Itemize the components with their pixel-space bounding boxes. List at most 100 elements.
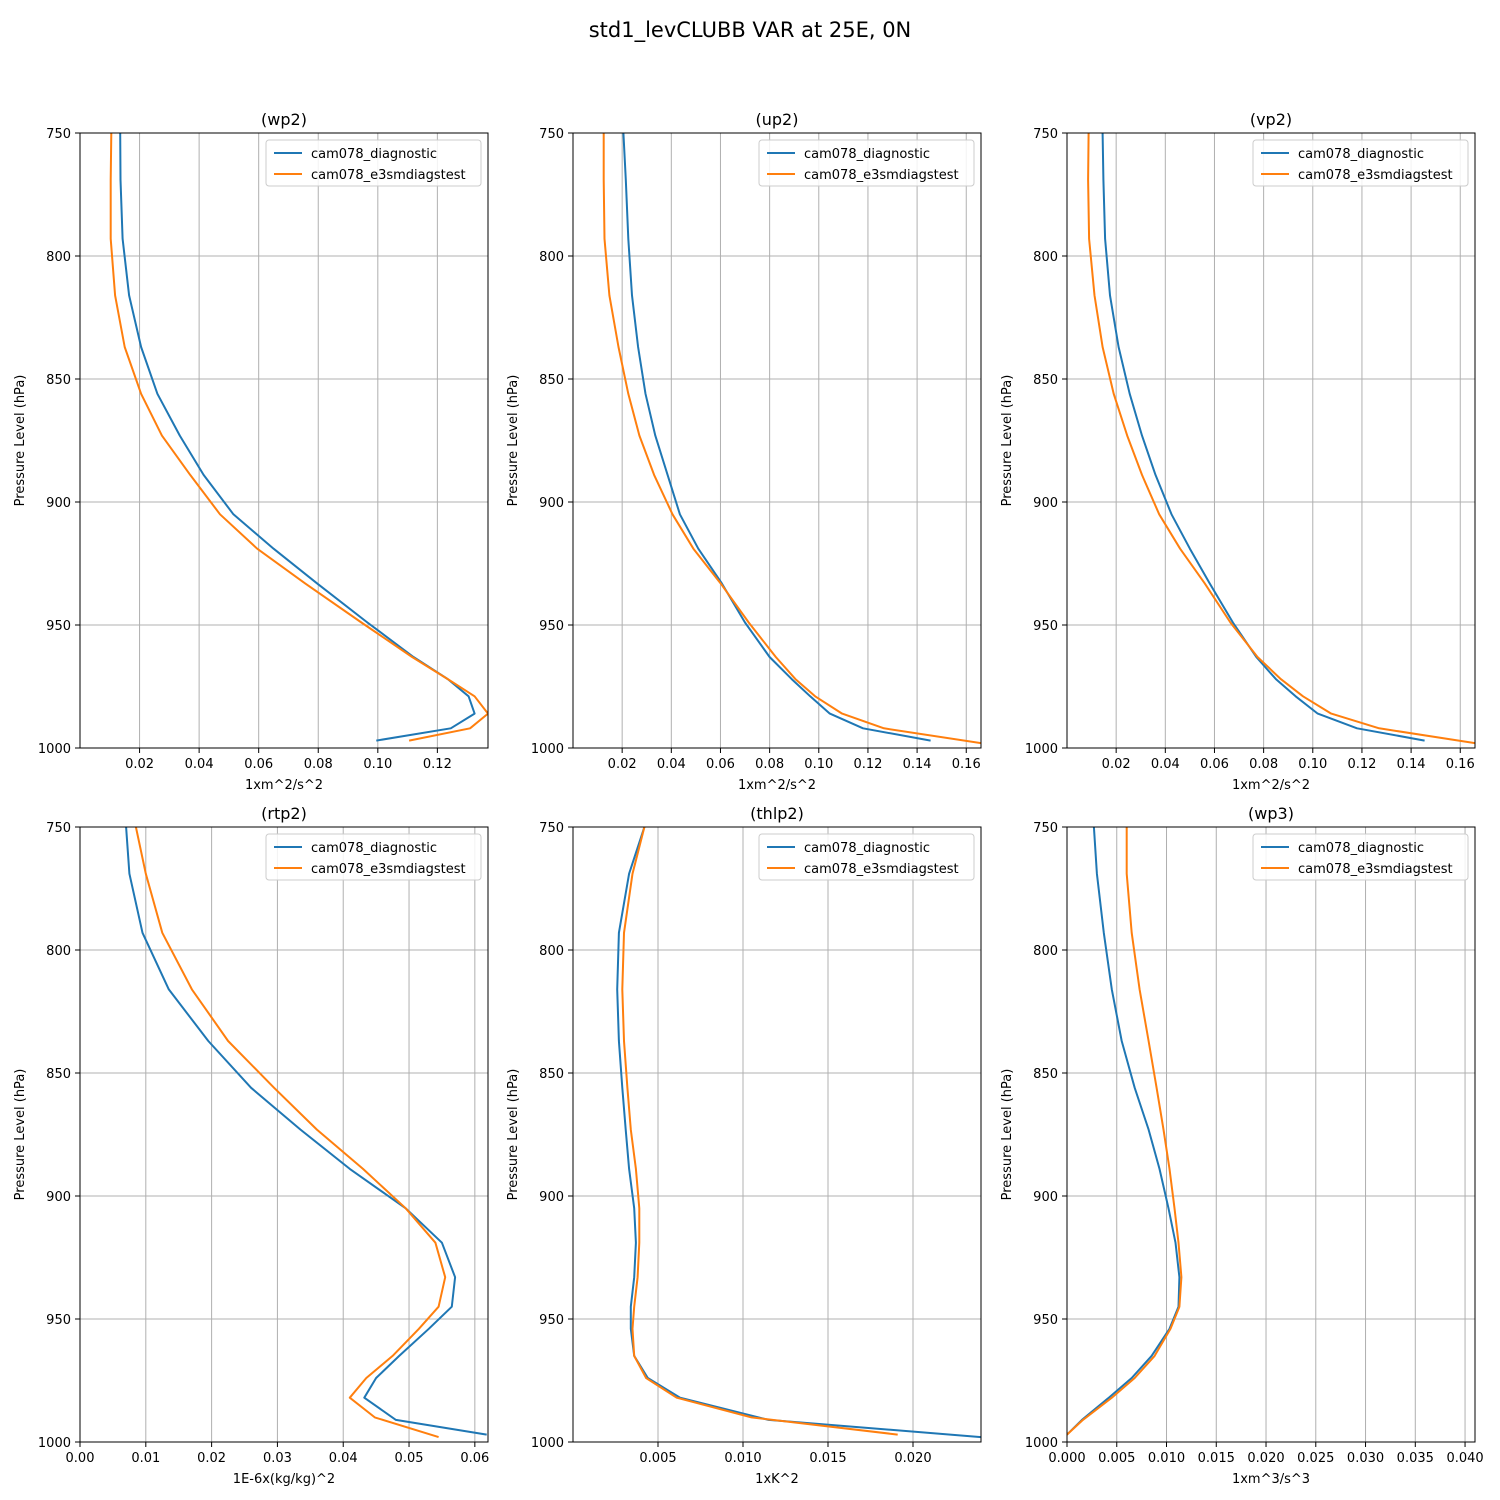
y-tick-label: 950 xyxy=(539,619,564,634)
x-tick-label: 0.015 xyxy=(809,1451,846,1466)
y-tick-label: 850 xyxy=(539,373,564,388)
x-tick-label: 0.02 xyxy=(197,1451,226,1466)
legend: cam078_diagnostic cam078_e3smdiagstest xyxy=(1252,139,1469,187)
legend: cam078_diagnostic cam078_e3smdiagstest xyxy=(758,139,975,187)
chart-panel-1: 0.02 0.04 0.06 0.08 0.10 0.12 0.14 0.16 750 800 85… xyxy=(506,110,982,793)
x-tick-label: 0.16 xyxy=(1446,757,1475,772)
x-tick-label: 0.04 xyxy=(1151,757,1180,772)
legend-box xyxy=(265,833,482,881)
legend: cam078_diagnostic cam078_e3smdiagstest xyxy=(758,833,975,881)
x-tick-label: 0.04 xyxy=(185,757,214,772)
x-tick-label: 0.02 xyxy=(608,757,637,772)
x-tick-label: 0.02 xyxy=(125,757,154,772)
legend-label: cam078_e3smdiagstest xyxy=(1298,168,1453,183)
x-tick-label: 0.14 xyxy=(903,757,932,772)
y-tick-label: 800 xyxy=(46,944,71,959)
axes-frame xyxy=(1066,132,1476,749)
legend-label: cam078_e3smdiagstest xyxy=(1298,862,1453,877)
y-tick-label: 950 xyxy=(539,1313,564,1328)
y-tick-label: 750 xyxy=(1033,821,1058,836)
x-tick-label: 0.005 xyxy=(639,1451,676,1466)
chart-panel-0: 0.02 0.04 0.06 0.08 0.10 0.12 750 800 850 900 950 1… xyxy=(13,110,489,793)
legend-box xyxy=(758,139,975,187)
legend-box xyxy=(1252,833,1469,881)
y-tick-label: 800 xyxy=(539,250,564,265)
y-tick-label: 850 xyxy=(539,1067,564,1082)
x-tick-label: 0.040 xyxy=(1446,1451,1483,1466)
x-tick-label: 0.06 xyxy=(460,1451,489,1466)
series-line-e3smdiagstest xyxy=(109,133,488,742)
x-tick-label: 0.10 xyxy=(804,757,833,772)
x-tick-label: 0.00 xyxy=(66,1451,95,1466)
x-tick-label: 0.01 xyxy=(131,1451,160,1466)
y-axis-label: Pressure Level (hPa) xyxy=(1000,375,1015,507)
y-axis-label: Pressure Level (hPa) xyxy=(506,375,521,507)
y-tick-label: 850 xyxy=(46,373,71,388)
x-axis-label: 1xm^2/s^2 xyxy=(738,778,816,793)
axes-frame xyxy=(1066,826,1476,1443)
x-tick-label: 0.010 xyxy=(724,1451,761,1466)
x-tick-label: 0.10 xyxy=(1298,757,1327,772)
y-axis-label: Pressure Level (hPa) xyxy=(13,1069,28,1201)
legend: cam078_diagnostic cam078_e3smdiagstest xyxy=(265,139,482,187)
y-tick-label: 800 xyxy=(1033,944,1058,959)
y-tick-label: 900 xyxy=(46,496,71,511)
series-line-e3smdiagstest xyxy=(1087,133,1475,745)
y-tick-label: 1000 xyxy=(531,742,564,757)
legend-label: cam078_diagnostic xyxy=(311,841,437,856)
x-tick-label: 0.015 xyxy=(1198,1451,1235,1466)
axes-frame xyxy=(79,826,489,1443)
x-tick-label: 0.030 xyxy=(1347,1451,1384,1466)
y-tick-label: 950 xyxy=(46,1313,71,1328)
y-tick-label: 750 xyxy=(539,821,564,836)
x-tick-label: 0.03 xyxy=(263,1451,292,1466)
chart-panel-3: 0.00 0.01 0.02 0.03 0.04 0.05 0.06 750 800 850 900… xyxy=(13,804,489,1487)
legend-label: cam078_diagnostic xyxy=(1298,147,1424,162)
chart-title: (wp2) xyxy=(261,110,307,129)
series-line-e3smdiagstest xyxy=(602,133,981,745)
y-tick-label: 750 xyxy=(539,127,564,142)
x-tick-label: 0.08 xyxy=(755,757,784,772)
series-line-diagnostic xyxy=(119,133,476,742)
y-tick-label: 800 xyxy=(539,944,564,959)
x-tick-label: 0.06 xyxy=(706,757,735,772)
x-tick-label: 0.02 xyxy=(1102,757,1131,772)
x-tick-label: 0.14 xyxy=(1397,757,1426,772)
x-tick-label: 0.005 xyxy=(1098,1451,1135,1466)
y-tick-label: 900 xyxy=(1033,1190,1058,1205)
x-tick-label: 0.04 xyxy=(329,1451,358,1466)
series-line-diagnostic xyxy=(1067,827,1181,1436)
y-tick-label: 750 xyxy=(1033,127,1058,142)
x-tick-label: 0.000 xyxy=(1048,1451,1085,1466)
chart-panel-5: 0.000 0.005 0.010 0.015 0.020 0.025 0.030 0.035… xyxy=(1000,804,1484,1487)
x-tick-label: 0.010 xyxy=(1148,1451,1185,1466)
axes-frame xyxy=(572,826,982,1443)
x-tick-label: 0.10 xyxy=(363,757,392,772)
y-tick-label: 900 xyxy=(1033,496,1058,511)
y-tick-label: 900 xyxy=(539,496,564,511)
chart-panel-2: 0.02 0.04 0.06 0.08 0.10 0.12 0.14 0.16 750 800 85… xyxy=(1000,110,1476,793)
legend-label: cam078_e3smdiagstest xyxy=(804,168,959,183)
legend-label: cam078_diagnostic xyxy=(1298,841,1424,856)
series-line-diagnostic xyxy=(622,133,931,742)
x-tick-label: 0.06 xyxy=(244,757,273,772)
y-tick-label: 900 xyxy=(539,1190,564,1205)
x-tick-label: 0.12 xyxy=(423,757,452,772)
x-tick-label: 0.08 xyxy=(304,757,333,772)
x-tick-label: 0.08 xyxy=(1249,757,1278,772)
y-tick-label: 950 xyxy=(1033,1313,1058,1328)
series-line-e3smdiagstest xyxy=(134,827,447,1439)
y-tick-label: 1000 xyxy=(1025,1436,1058,1451)
series-line-e3smdiagstest xyxy=(1067,827,1183,1436)
y-tick-label: 750 xyxy=(46,821,71,836)
legend-label: cam078_diagnostic xyxy=(804,841,930,856)
x-axis-label: 1xm^3/s^3 xyxy=(1232,1472,1310,1487)
chart-title: (rtp2) xyxy=(261,804,307,823)
x-axis-label: 1xm^2/s^2 xyxy=(1232,778,1310,793)
chart-title: (vp2) xyxy=(1250,110,1292,129)
y-axis-label: Pressure Level (hPa) xyxy=(506,1069,521,1201)
y-tick-label: 1000 xyxy=(38,742,71,757)
legend-label: cam078_diagnostic xyxy=(311,147,437,162)
chart-title: (thlp2) xyxy=(750,804,804,823)
x-tick-label: 0.025 xyxy=(1297,1451,1334,1466)
